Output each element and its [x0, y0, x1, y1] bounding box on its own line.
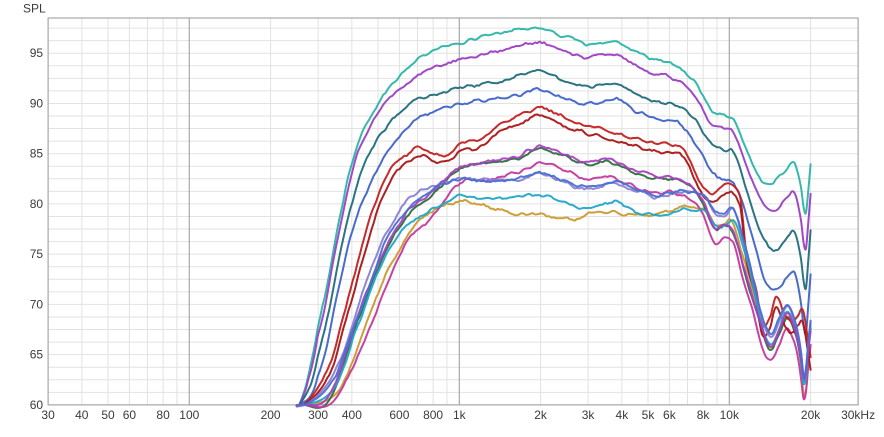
- svg-text:4k: 4k: [616, 408, 630, 422]
- svg-text:95: 95: [30, 46, 44, 60]
- svg-text:300: 300: [308, 408, 328, 422]
- svg-text:5k: 5k: [642, 408, 656, 422]
- svg-text:400: 400: [342, 408, 362, 422]
- svg-text:600: 600: [389, 408, 409, 422]
- svg-text:75: 75: [30, 247, 44, 261]
- svg-text:1k: 1k: [453, 408, 467, 422]
- svg-text:85: 85: [30, 147, 44, 161]
- svg-text:80: 80: [156, 408, 170, 422]
- svg-text:30kHz: 30kHz: [841, 408, 875, 422]
- svg-text:65: 65: [30, 348, 44, 362]
- svg-text:6k: 6k: [663, 408, 677, 422]
- svg-text:40: 40: [75, 408, 89, 422]
- svg-text:60: 60: [30, 398, 44, 412]
- svg-text:10k: 10k: [720, 408, 740, 422]
- svg-text:70: 70: [30, 297, 44, 311]
- svg-text:SPL: SPL: [23, 2, 46, 16]
- svg-text:80: 80: [30, 197, 44, 211]
- svg-text:90: 90: [30, 96, 44, 110]
- svg-text:30: 30: [41, 408, 55, 422]
- svg-text:800: 800: [423, 408, 443, 422]
- svg-text:2k: 2k: [534, 408, 548, 422]
- svg-text:20k: 20k: [801, 408, 821, 422]
- svg-text:60: 60: [123, 408, 137, 422]
- svg-text:100: 100: [179, 408, 199, 422]
- svg-text:200: 200: [261, 408, 281, 422]
- svg-text:3k: 3k: [582, 408, 596, 422]
- svg-text:8k: 8k: [697, 408, 711, 422]
- svg-text:50: 50: [101, 408, 115, 422]
